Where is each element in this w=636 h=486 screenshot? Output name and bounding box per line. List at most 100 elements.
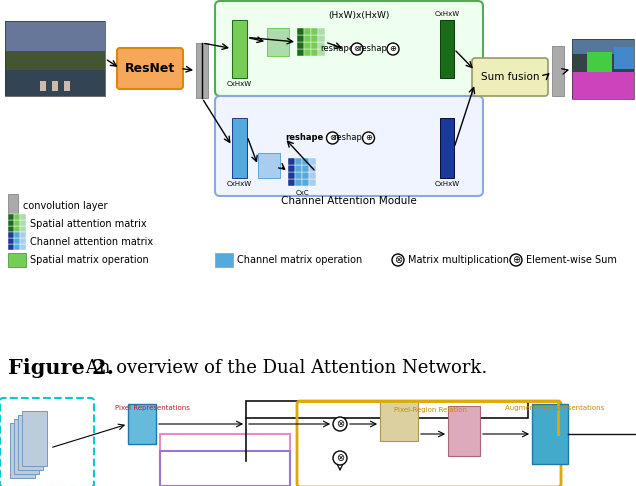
Text: Figure 2.: Figure 2. (8, 358, 114, 378)
Bar (22, 411, 47, 466)
Text: ⊗: ⊗ (336, 453, 344, 463)
Circle shape (326, 132, 338, 144)
Bar (232, 118, 247, 178)
Bar (304, 42, 311, 49)
Text: Channel matrix operation: Channel matrix operation (237, 255, 363, 265)
Bar (304, 28, 311, 35)
Circle shape (392, 254, 404, 266)
Text: CxC: CxC (295, 190, 309, 196)
Bar (318, 49, 325, 56)
Bar (8, 238, 14, 244)
Bar (318, 42, 325, 49)
Bar (297, 28, 304, 35)
Bar (311, 28, 318, 35)
Bar (258, 153, 280, 178)
Text: Spatial matrix operation: Spatial matrix operation (30, 255, 149, 265)
Bar (297, 42, 304, 49)
Text: Matrix multiplication: Matrix multiplication (408, 255, 509, 265)
Text: reshape: reshape (320, 45, 354, 53)
FancyBboxPatch shape (472, 58, 548, 96)
Circle shape (363, 132, 375, 144)
Text: ⊕: ⊕ (365, 134, 372, 142)
Bar (20, 226, 26, 232)
Bar (288, 172, 295, 179)
Text: Element-wise Sum: Element-wise Sum (526, 255, 617, 265)
Bar (8, 214, 14, 220)
Text: Pixel-Region Relation: Pixel-Region Relation (394, 407, 466, 413)
Bar (309, 172, 316, 179)
Bar (440, 118, 454, 178)
Bar (295, 172, 302, 179)
Bar (309, 165, 316, 172)
Text: An overview of the Dual Attention Network.: An overview of the Dual Attention Networ… (80, 359, 487, 377)
Text: ⊕: ⊕ (389, 45, 396, 53)
Bar (14, 238, 20, 244)
Bar (297, 49, 304, 56)
Text: CxHxW: CxHxW (434, 181, 460, 187)
Bar (8, 253, 26, 267)
Bar (5, 21, 105, 51)
FancyBboxPatch shape (215, 96, 483, 196)
Bar (297, 35, 304, 42)
Circle shape (387, 43, 399, 55)
Bar (304, 35, 311, 42)
Bar (5, 21, 105, 96)
Circle shape (333, 451, 347, 465)
Bar (311, 42, 318, 49)
Bar (311, 49, 318, 56)
Bar (295, 158, 302, 165)
Bar (20, 220, 26, 226)
Text: convolution layer: convolution layer (23, 201, 107, 211)
Text: Channel attention matrix: Channel attention matrix (30, 237, 153, 247)
Text: ⊗: ⊗ (329, 134, 336, 142)
Bar (20, 244, 26, 250)
Bar (64, 81, 70, 91)
Bar (614, 47, 634, 69)
Circle shape (351, 43, 363, 55)
Circle shape (333, 417, 347, 431)
Bar (20, 232, 26, 238)
Bar (304, 49, 311, 56)
Bar (8, 244, 14, 250)
Text: ResNet: ResNet (125, 62, 175, 75)
Bar (20, 238, 26, 244)
Bar (232, 20, 247, 78)
FancyBboxPatch shape (215, 1, 483, 96)
Bar (318, 28, 325, 35)
Text: reshape: reshape (333, 134, 368, 142)
Text: Augmented Representations: Augmented Representations (506, 405, 605, 411)
Bar (10, 423, 35, 478)
Bar (215, 253, 233, 267)
Bar (309, 158, 316, 165)
Bar (572, 72, 634, 99)
Text: Sum fusion: Sum fusion (481, 72, 539, 82)
Bar (311, 35, 318, 42)
Bar (5, 70, 105, 96)
Bar (295, 179, 302, 186)
Bar (20, 214, 26, 220)
Bar (14, 419, 39, 474)
Bar (448, 406, 480, 456)
Bar (8, 194, 18, 216)
Bar (288, 179, 295, 186)
Bar (302, 172, 309, 179)
Bar (267, 28, 289, 56)
Bar (288, 165, 295, 172)
Bar (302, 158, 309, 165)
Bar (572, 39, 634, 99)
FancyBboxPatch shape (117, 48, 183, 89)
Bar (295, 165, 302, 172)
Text: ⊗: ⊗ (394, 255, 402, 265)
Bar (5, 51, 105, 70)
Bar (8, 220, 14, 226)
Bar (309, 179, 316, 186)
Bar (302, 165, 309, 172)
Bar (532, 404, 568, 464)
Text: reshape: reshape (358, 45, 392, 53)
Text: (HxW)x(HxW): (HxW)x(HxW) (328, 12, 390, 20)
Text: CxHxW: CxHxW (434, 11, 460, 17)
Bar (380, 401, 418, 441)
Bar (8, 232, 14, 238)
Text: Channel Attention Module: Channel Attention Module (281, 196, 417, 206)
Bar (160, 451, 290, 486)
